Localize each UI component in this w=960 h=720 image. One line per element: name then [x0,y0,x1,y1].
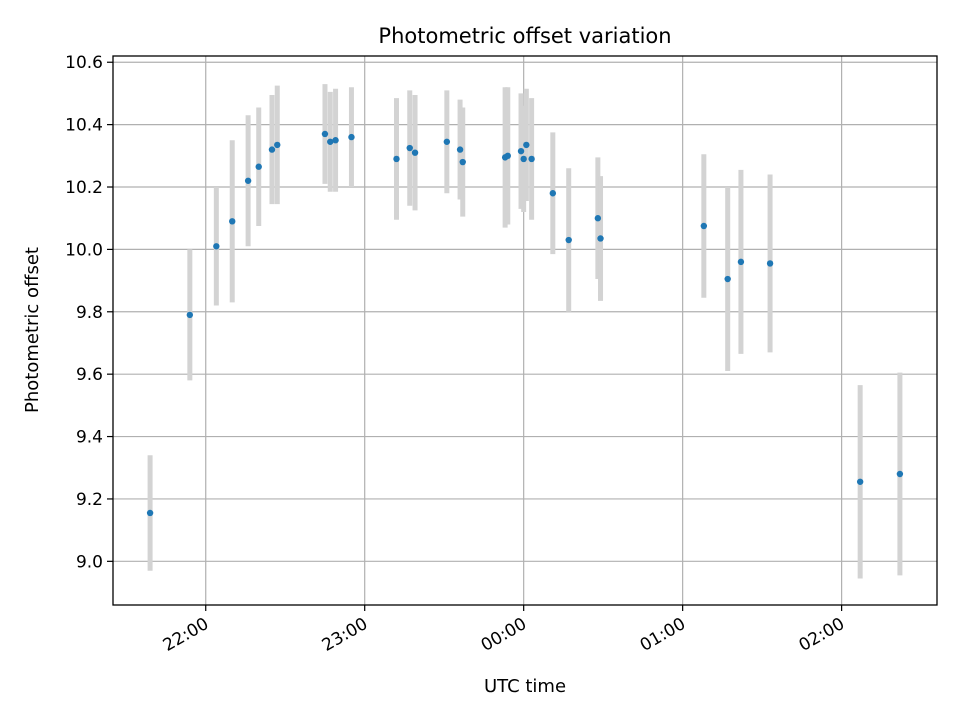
x-axis-label: UTC time [484,676,566,697]
x-tick-label: 02:00 [796,614,848,656]
data-point [459,158,466,166]
data-point [565,236,572,244]
data-point [393,155,400,163]
data-point [594,215,602,222]
y-axis-ticks: 9.0 9.2 9.4 9.6 9.8 10.0 10.2 10.4 10.6 [65,53,113,572]
data-point [528,155,535,163]
data-point [504,152,511,160]
y-tick-label: 10.0 [65,240,103,260]
data-point [321,130,329,138]
data-point [406,144,413,152]
data-point [186,311,194,319]
data-point [766,260,774,267]
y-tick-label: 10.2 [65,178,103,198]
y-tick-label: 10.4 [65,116,103,136]
data-point [268,146,276,153]
data-point [856,478,864,485]
y-tick-label: 9.6 [76,365,103,385]
x-tick-label: 23:00 [319,614,371,656]
plot-frame [112,55,938,606]
y-tick-label: 10.6 [65,53,103,73]
data-point [244,177,252,184]
data-point [896,470,904,478]
data-point [443,138,451,145]
data-point [737,258,745,266]
data-point [229,218,236,225]
data-point [411,149,419,156]
data-point [520,155,527,163]
data-point [523,141,530,149]
data-point [549,190,557,197]
x-axis-ticks: 22:00 23:00 00:00 01:00 02:00 [160,605,848,656]
data-point [348,133,355,141]
data-point [255,163,262,170]
y-tick-label: 9.2 [76,490,103,510]
y-tick-label: 9.0 [76,552,103,572]
data-point [146,509,154,517]
y-axis-label: Photometric offset [22,247,43,413]
data-point [274,141,281,149]
data-point [700,222,708,230]
chart-title: Photometric offset variation [378,24,671,48]
data-point [327,138,334,145]
data-point [597,235,604,242]
x-tick-label: 22:00 [160,614,212,656]
data-point [332,137,339,144]
x-tick-label: 01:00 [637,614,689,656]
data-points [146,130,904,517]
data-point [456,146,464,153]
data-point [517,147,525,155]
y-tick-label: 9.4 [76,428,103,448]
y-tick-label: 9.8 [76,303,103,323]
data-point [724,275,731,283]
x-tick-label: 00:00 [478,614,530,656]
data-point [213,243,220,250]
